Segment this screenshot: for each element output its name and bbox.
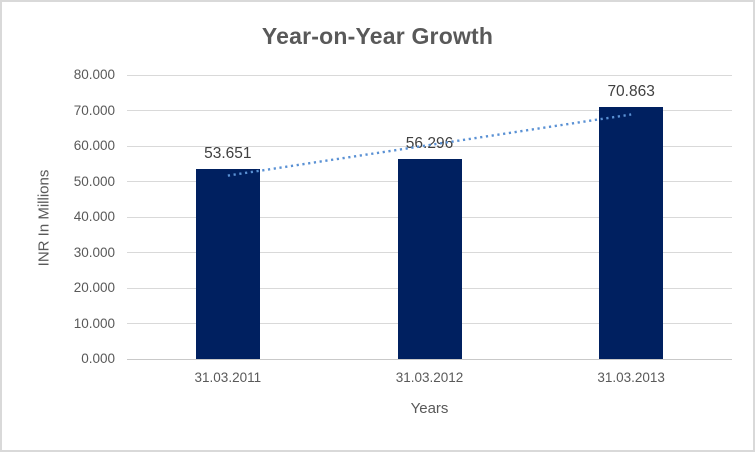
gridline [127, 74, 732, 76]
x-tick-label: 31.03.2011 [194, 370, 262, 385]
y-tick-label: 80.000 [73, 67, 115, 82]
y-tick-label: 30.000 [73, 244, 115, 260]
x-tick-label: 31.03.2013 [597, 370, 665, 385]
chart-title: Year-on-Year Growth [261, 23, 494, 49]
data-label: 70.863 [607, 83, 655, 101]
x-axis-title: Years [410, 400, 449, 417]
bar-31.03.2013 [599, 107, 664, 359]
data-label: 56.296 [405, 135, 454, 153]
bar-31.03.2012 [397, 159, 462, 359]
gridline [127, 110, 732, 111]
data-label: 53.651 [204, 144, 252, 162]
y-tick-label: 60.000 [73, 138, 115, 153]
x-tick-label: 31.03.2012 [395, 370, 464, 385]
y-tick-label: 50.000 [73, 173, 115, 189]
y-tick-label: 0.000 [81, 351, 115, 366]
x-axis-line [127, 359, 732, 360]
bar-31.03.2011 [195, 168, 260, 359]
y-tick-label: 40.000 [73, 209, 115, 224]
y-tick-label: 10.000 [73, 315, 115, 331]
y-tick-label: 70.000 [73, 102, 115, 118]
y-tick-label: 20.000 [73, 280, 115, 295]
